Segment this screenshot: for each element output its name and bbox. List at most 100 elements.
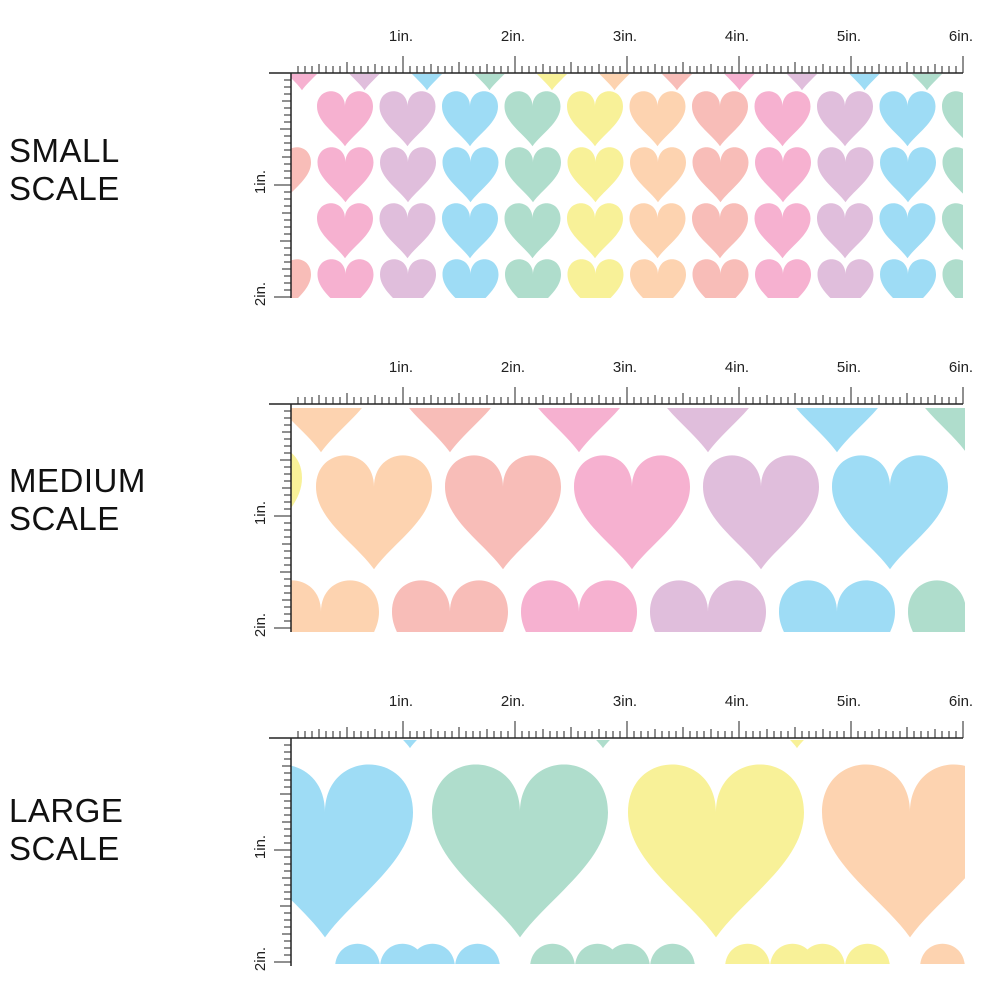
- medium-heart-pattern: [291, 408, 965, 632]
- medium-top-ruler-label: 3in.: [613, 359, 637, 376]
- heart-icon: [650, 408, 766, 453]
- heart-icon: [442, 147, 499, 203]
- large-top-ruler-label: 4in.: [725, 693, 749, 710]
- heart-icon: [879, 203, 936, 259]
- medium-scale-label-line-2: SCALE: [9, 500, 120, 537]
- small-top-ruler-label: 5in.: [837, 28, 861, 45]
- heart-icon: [692, 259, 749, 298]
- medium-side-ruler-label: 2in.: [252, 613, 269, 637]
- large-top-ruler-label: 3in.: [613, 693, 637, 710]
- small-scale-label-line-1: SMALL: [9, 132, 120, 169]
- heart-icon: [942, 147, 963, 203]
- medium-top-ruler-label: 5in.: [837, 359, 861, 376]
- large-side-ruler-label: 1in.: [252, 835, 269, 859]
- heart-icon: [755, 147, 811, 203]
- large-top-ruler-label: 2in.: [501, 693, 525, 710]
- medium-top-ruler-label: 4in.: [725, 359, 749, 376]
- heart-icon: [442, 203, 498, 259]
- heart-icon: [629, 203, 686, 259]
- heart-icon: [817, 91, 873, 147]
- heart-icon: [800, 943, 890, 964]
- heart-icon: [432, 764, 608, 938]
- heart-icon: [316, 455, 432, 570]
- large-scale-panel: 1in. 2in. 3in. 4in. 5in. 6in. 1in. 2in.: [252, 693, 973, 971]
- heart-icon: [908, 408, 965, 453]
- small-top-ruler-label: 6in.: [949, 28, 973, 45]
- heart-icon: [650, 580, 766, 632]
- heart-icon: [567, 259, 624, 298]
- heart-icon: [380, 147, 436, 203]
- heart-icon: [530, 943, 620, 964]
- heart-icon: [317, 147, 374, 203]
- heart-icon: [692, 147, 749, 203]
- small-top-ruler-label: 3in.: [613, 28, 637, 45]
- heart-icon: [605, 943, 695, 964]
- large-scale-label-line-2: SCALE: [9, 830, 120, 867]
- heart-icon: [779, 408, 895, 453]
- heart-icon: [291, 408, 379, 453]
- heart-icon: [629, 91, 686, 147]
- heart-icon: [908, 580, 965, 632]
- heart-icon: [692, 91, 748, 147]
- heart-icon: [649, 74, 705, 91]
- heart-icon: [754, 91, 811, 147]
- large-top-ruler-label: 5in.: [837, 693, 861, 710]
- heart-icon: [879, 91, 936, 147]
- heart-icon: [822, 764, 965, 938]
- heart-icon: [942, 259, 963, 298]
- heart-icon: [291, 580, 379, 632]
- heart-icon: [410, 943, 500, 964]
- heart-icon: [521, 580, 637, 632]
- heart-icon: [628, 764, 804, 938]
- medium-scale-label: MEDIUM SCALE: [9, 462, 146, 538]
- heart-icon: [505, 147, 561, 203]
- small-heart-pattern: [291, 74, 963, 298]
- heart-icon: [880, 259, 936, 298]
- heart-icon: [317, 91, 373, 147]
- small-scale-label: SMALL SCALE: [9, 132, 120, 208]
- heart-icon: [291, 74, 330, 91]
- heart-icon: [567, 147, 624, 203]
- heart-icon: [567, 91, 623, 147]
- large-top-ruler-label: 1in.: [389, 693, 413, 710]
- heart-icon: [817, 203, 873, 259]
- large-scale-label: LARGE SCALE: [9, 792, 123, 868]
- heart-icon: [630, 147, 686, 203]
- medium-top-ruler-label: 6in.: [949, 359, 973, 376]
- heart-icon: [779, 580, 895, 632]
- small-scale-label-line-2: SCALE: [9, 170, 120, 207]
- heart-icon: [880, 147, 936, 203]
- heart-icon: [942, 91, 963, 147]
- large-scale-label-line-1: LARGE: [9, 792, 124, 829]
- small-side-ruler-label: 2in.: [252, 282, 269, 306]
- large-top-ruler-label: 6in.: [949, 693, 973, 710]
- heart-icon: [524, 74, 580, 91]
- small-top-ruler-label: 1in.: [389, 28, 413, 45]
- heart-icon: [317, 259, 374, 298]
- heart-icon: [291, 446, 302, 561]
- heart-icon: [442, 91, 498, 147]
- heart-icon: [755, 259, 811, 298]
- heart-icon: [817, 147, 874, 203]
- heart-icon: [920, 943, 965, 964]
- small-top-ruler-label: 2in.: [501, 28, 525, 45]
- medium-scale-label-line-1: MEDIUM: [9, 462, 146, 499]
- heart-icon: [567, 203, 623, 259]
- heart-icon: [774, 74, 830, 91]
- heart-icon: [445, 455, 561, 570]
- heart-icon: [505, 259, 561, 298]
- heart-icon: [521, 408, 637, 453]
- heart-icon: [767, 740, 827, 749]
- heart-icon: [725, 943, 815, 964]
- heart-icon: [703, 455, 819, 570]
- heart-icon: [317, 203, 373, 259]
- heart-icon: [504, 91, 561, 147]
- heart-icon: [379, 91, 436, 147]
- heart-icon: [942, 203, 963, 259]
- heart-icon: [817, 259, 874, 298]
- heart-icon: [379, 203, 436, 259]
- heart-icon: [336, 74, 393, 91]
- heart-icon: [630, 259, 686, 298]
- large-side-ruler-label: 2in.: [252, 947, 269, 971]
